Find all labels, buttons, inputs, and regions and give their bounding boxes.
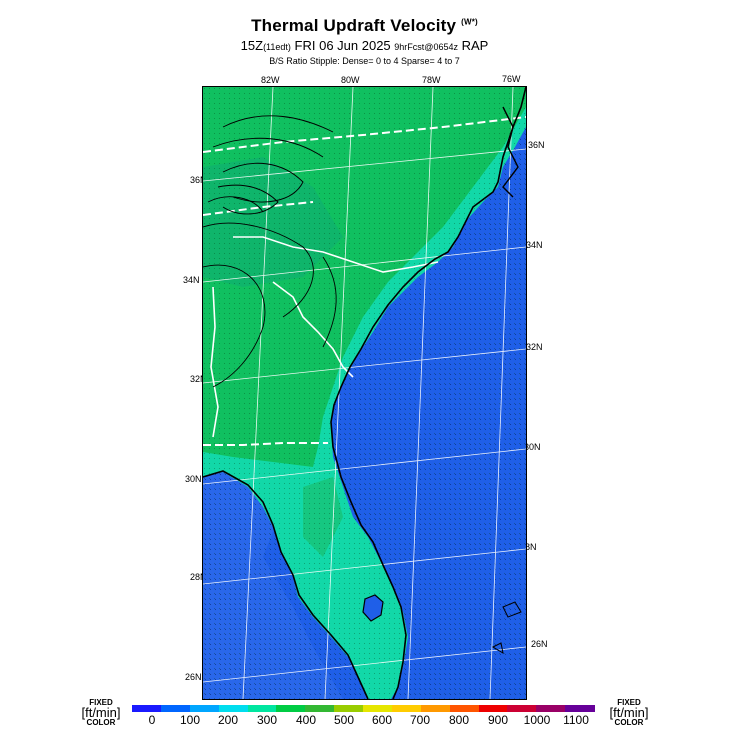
- contour-lines: [203, 115, 337, 388]
- colorbar-segment: [334, 705, 364, 712]
- colorbar-tick: 0: [148, 713, 156, 727]
- lon-label-80w: 80W: [341, 75, 360, 85]
- lon-label-76w: 76W: [502, 74, 521, 84]
- subtitle-time: 15Z: [240, 38, 264, 53]
- bahamas-island: [491, 642, 504, 655]
- lat-label-left-34n: 34N: [183, 275, 200, 285]
- colorbar-tick: 200: [217, 713, 239, 727]
- colorbar-tick: 600: [371, 713, 393, 727]
- colorbar-tick: 100: [179, 713, 201, 727]
- colorbar-tick: 900: [487, 713, 509, 727]
- colorbar-tick: 400: [295, 713, 317, 727]
- colorbar-tick: 1000: [523, 713, 551, 727]
- legend-right-unit: [ft/min]: [609, 705, 649, 720]
- colorbar-tick: 1100: [563, 713, 589, 727]
- colorbar-segment: [160, 705, 191, 712]
- lake-okeechobee: [362, 594, 384, 622]
- map-title: Thermal Updraft Velocity (W*): [0, 16, 729, 36]
- legend-left: FIXED [ft/min] COLOR: [70, 699, 132, 727]
- lat-label-left-28n: 28N: [190, 572, 207, 582]
- map-panel: [202, 86, 527, 700]
- colorbar-segment: [565, 705, 595, 712]
- lat-label-left-32n: 32N: [190, 374, 207, 384]
- gulf-coastline: [203, 470, 369, 699]
- colorbar-segment: [420, 705, 451, 712]
- colorbar-segment: [478, 705, 508, 712]
- lon-label-78w: 78W: [422, 75, 441, 85]
- colorbar-segment: [449, 705, 479, 712]
- colorbar-segment: [305, 705, 335, 712]
- map-subtitle: 15Z(11edt) FRI 06 Jun 2025 9hrFcst@0654z…: [0, 38, 729, 53]
- colorbar-segment: [536, 705, 566, 712]
- stipple-note: B/S Ratio Stipple: Dense= 0 to 4 Sparse=…: [269, 56, 460, 66]
- title-unit: (W*): [461, 17, 478, 27]
- colorbar-segment: [132, 705, 162, 712]
- title-text: Thermal Updraft Velocity: [251, 16, 457, 35]
- legend-left-fixed: FIXED: [89, 698, 113, 707]
- map-svg: [203, 87, 526, 699]
- colorbar-segment: [276, 705, 306, 712]
- colorbar-segment: [391, 705, 422, 712]
- coastline: [330, 87, 526, 699]
- colorbar: [132, 705, 595, 712]
- state-borders: [203, 116, 526, 446]
- legend-left-unit: [ft/min]: [81, 705, 121, 720]
- colorbar-tick: 700: [409, 713, 431, 727]
- lat-label-right-30n: 30N: [524, 442, 541, 452]
- legend-right-fixed: FIXED: [617, 698, 641, 707]
- lat-label-right-28n: 28N: [520, 542, 537, 552]
- subtitle-forecast: 9hrFcst@0654z: [394, 42, 458, 52]
- lat-label-right-32n: 32N: [526, 342, 543, 352]
- lat-label-left-26n: 26N: [185, 672, 202, 682]
- lat-label-right-36n: 36N: [528, 140, 545, 150]
- outer-banks: [502, 106, 519, 198]
- colorbar-segment: [363, 705, 393, 712]
- subtitle-date: FRI 06 Jun 2025: [294, 38, 391, 53]
- colorbar-tick: 800: [448, 713, 470, 727]
- legend-right-color: COLOR: [614, 718, 644, 727]
- lat-label-left-30n: 30N: [185, 474, 202, 484]
- subtitle-local-time: (11edt): [263, 42, 291, 52]
- legend-right: FIXED [ft/min] COLOR: [596, 699, 662, 727]
- lon-label-82w: 82W: [261, 75, 280, 85]
- subtitle-model: RAP: [461, 38, 489, 53]
- colorbar-segment: [247, 705, 277, 712]
- state-borders-solid: [210, 236, 439, 438]
- colorbar-segment: [507, 705, 537, 712]
- colorbar-segment: [218, 705, 248, 712]
- colorbar-tick: 500: [333, 713, 355, 727]
- legend-left-color: COLOR: [86, 718, 116, 727]
- lat-label-right-34n: 34N: [526, 240, 543, 250]
- bahamas-island: [502, 601, 522, 618]
- colorbar-tick: 300: [256, 713, 278, 727]
- colorbar-segment: [189, 705, 220, 712]
- lat-label-left-36n: 36N: [190, 175, 207, 185]
- lat-label-right-26n: 26N: [531, 639, 548, 649]
